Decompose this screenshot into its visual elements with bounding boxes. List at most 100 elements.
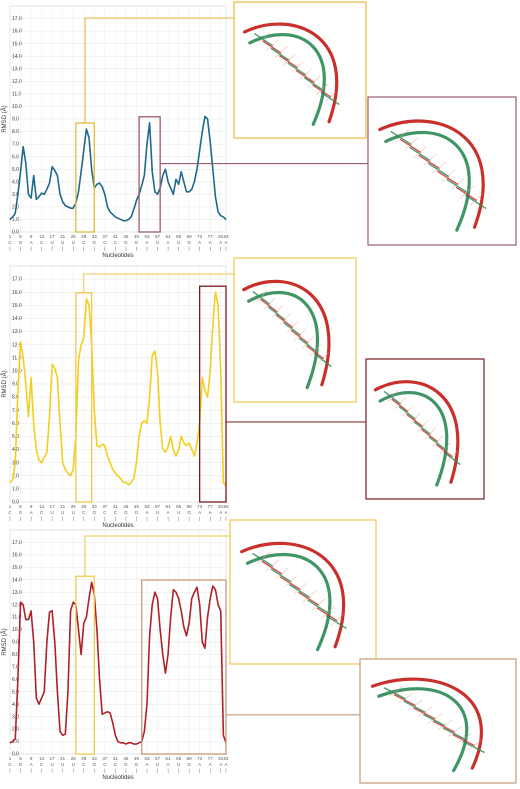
data-point [43, 456, 45, 458]
x-tick-label: 5 [19, 756, 22, 761]
y-tick-label: 16.0 [12, 29, 22, 35]
data-point [22, 146, 24, 148]
x-nucleotide-mark: | [167, 768, 168, 773]
x-nucleotide-mark: | [30, 516, 31, 521]
x-axis-label: Nucleotides [102, 775, 133, 781]
x-tick-label: 49 [134, 756, 140, 761]
data-point [222, 734, 224, 736]
data-point [67, 691, 69, 693]
x-nucleotide-mark: | [199, 768, 200, 773]
x-nucleotide-letter: G [135, 510, 139, 515]
base-pair-rung [435, 443, 454, 458]
y-tick-label: 13.0 [12, 329, 22, 335]
data-point [106, 455, 108, 457]
data-point [56, 691, 58, 693]
x-nucleotide-mark: | [178, 246, 179, 251]
data-point [93, 409, 95, 411]
x-tick-label: 53 [144, 504, 150, 509]
data-point [183, 626, 185, 628]
data-point [191, 188, 193, 190]
x-tick-label: 73 [197, 234, 203, 239]
base-pair-rung [465, 194, 487, 210]
rna-strand-green [384, 130, 471, 232]
x-nucleotide-mark: | [62, 516, 63, 521]
base-pair-rung [455, 186, 478, 202]
y-tick-label: 10.0 [12, 368, 22, 374]
x-nucleotide-mark: | [41, 246, 42, 251]
atom-bond [388, 686, 403, 697]
x-nucleotide-letter: U [61, 510, 64, 515]
x-nucleotide-mark: | [52, 768, 53, 773]
data-point [167, 181, 169, 183]
data-point [43, 691, 45, 693]
base-pair-rung [423, 713, 446, 727]
data-point [14, 738, 16, 740]
x-nucleotide-mark: | [210, 246, 211, 251]
data-point [185, 191, 187, 193]
x-nucleotide-letter: A [209, 240, 212, 245]
atom-bond [265, 559, 280, 572]
x-tick-label: 33 [92, 756, 98, 761]
x-nucleotide-letter: A [30, 510, 33, 515]
data-point [27, 193, 29, 195]
data-point [143, 731, 145, 733]
x-tick-label: 25 [71, 504, 77, 509]
chart-panel-1: 0.01.02.03.04.05.06.07.08.09.010.011.012… [1, 5, 368, 259]
y-tick-label: 15.0 [12, 565, 22, 571]
x-nucleotide-mark: | [73, 516, 74, 521]
x-tick-label: 81 [218, 504, 224, 509]
x-nucleotide-mark: | [104, 516, 105, 521]
base-pair-rung [391, 398, 409, 413]
x-nucleotide-letter: A [209, 762, 212, 767]
x-nucleotide-mark: | [178, 768, 179, 773]
x-nucleotide-mark: | [225, 516, 226, 521]
base-pair-rung [270, 568, 292, 583]
data-point [80, 171, 82, 173]
x-nucleotide-letter: A [167, 762, 170, 767]
data-point [96, 629, 98, 631]
data-point [106, 711, 108, 713]
rna-structure-1-1 [233, 1, 367, 139]
x-nucleotide-mark: | [136, 246, 137, 251]
x-nucleotide-mark: | [94, 516, 95, 521]
atom-bond [437, 719, 453, 731]
data-point [14, 212, 16, 214]
data-point [33, 641, 35, 643]
data-point [35, 697, 37, 699]
x-nucleotide-letter: C [40, 240, 44, 245]
data-point [85, 616, 87, 618]
y-tick-label: 10.0 [12, 627, 22, 633]
data-point [83, 622, 85, 624]
base-pair-rung [275, 314, 294, 329]
chart-panel-2: 0.01.02.03.04.05.06.07.08.09.010.011.012… [1, 265, 366, 529]
data-point [130, 481, 132, 483]
x-tick-label: 77 [208, 756, 214, 761]
x-tick-label: 1 [9, 504, 12, 509]
data-point [51, 610, 53, 612]
data-point [104, 193, 106, 195]
data-point [88, 137, 90, 139]
x-nucleotide-letter: C [8, 510, 12, 515]
data-point [209, 141, 211, 143]
data-point [49, 416, 51, 418]
data-point [38, 703, 40, 705]
x-tick-label: 69 [187, 504, 193, 509]
data-point [125, 220, 127, 222]
data-point [128, 742, 130, 744]
y-tick-label: 5.0 [12, 689, 19, 695]
atom-bond [441, 169, 456, 182]
x-tick-label: 69 [187, 756, 193, 761]
x-tick-label: 21 [60, 234, 66, 239]
rna-structure-2-2 [365, 358, 485, 500]
atom-bond [317, 351, 330, 364]
atom-bond [299, 68, 312, 81]
y-tick-label: 9.0 [12, 382, 19, 388]
data-point [67, 206, 69, 208]
y-tick-label: 9.0 [12, 117, 19, 123]
x-nucleotide-mark: | [41, 516, 42, 521]
data-point [88, 597, 90, 599]
rna-structure-3-1 [229, 519, 377, 665]
data-point [112, 722, 114, 724]
data-point [30, 197, 32, 199]
base-pair-rung [393, 693, 417, 707]
